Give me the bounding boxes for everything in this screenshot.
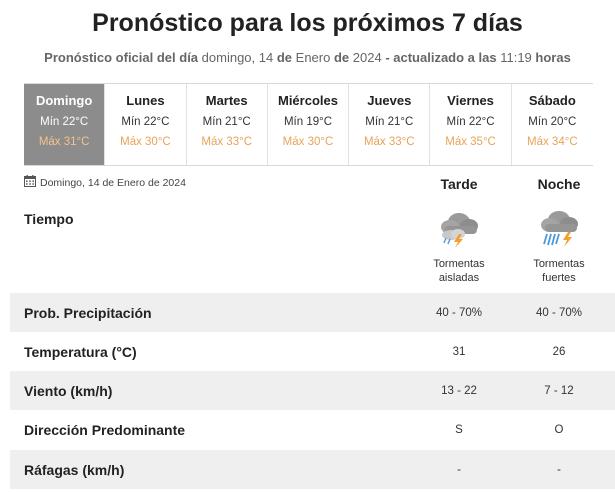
row-precipitacion: Prob. Precipitación 40 - 70% 40 - 70% bbox=[10, 293, 615, 332]
day-name: Miércoles bbox=[277, 93, 338, 108]
day-tab-sabado[interactable]: Sábado Mín 20°C Máx 34°C bbox=[511, 84, 593, 165]
value-tarde: 40 - 70% bbox=[435, 306, 483, 319]
row-viento: Viento (km/h) 13 - 22 7 - 12 bbox=[10, 371, 615, 410]
calendar-icon bbox=[24, 175, 36, 190]
day-min-temp: Mín 22°C bbox=[121, 116, 170, 128]
day-tab-viernes[interactable]: Viernes Mín 22°C Máx 35°C bbox=[430, 84, 512, 165]
page-title: Pronóstico para los próximos 7 días bbox=[92, 9, 523, 37]
day-name: Jueves bbox=[367, 93, 412, 108]
day-max-temp: Máx 31°C bbox=[38, 136, 90, 148]
subtitle-year: 2024 bbox=[352, 50, 382, 65]
value-tarde: 13 - 22 bbox=[441, 384, 477, 397]
row-label: Ráfagas (km/h) bbox=[24, 461, 125, 478]
day-max-temp: Máx 34°C bbox=[527, 136, 578, 148]
weather-desc-line2: fuertes bbox=[542, 272, 576, 284]
value-noche: 40 - 70% bbox=[535, 306, 583, 319]
weather-desc-line1: Tormentas bbox=[533, 258, 585, 270]
forecast-subtitle: Pronóstico oficial del día domingo, 14 d… bbox=[0, 50, 615, 65]
day-tab-miercoles[interactable]: Miércoles Mín 19°C Máx 30°C bbox=[267, 84, 350, 165]
value-noche: 7 - 12 bbox=[544, 384, 574, 397]
day-name: Viernes bbox=[447, 93, 494, 108]
row-label: Prob. Precipitación bbox=[24, 304, 152, 321]
row-rafagas: Ráfagas (km/h) - - bbox=[10, 450, 615, 489]
tiempo-label: Tiempo bbox=[24, 211, 74, 227]
day-max-temp: Máx 30°C bbox=[282, 136, 334, 148]
weather-desc-line2: aisladas bbox=[438, 272, 480, 284]
subtitle-time: 11:19 bbox=[500, 50, 532, 65]
day-min-temp: Mín 21°C bbox=[365, 116, 414, 128]
subtitle-de-2: de bbox=[333, 50, 350, 65]
storm-cloud-icon bbox=[437, 213, 481, 252]
day-max-temp: Máx 33°C bbox=[363, 136, 415, 148]
day-name: Domingo bbox=[35, 93, 93, 108]
day-name: Sábado bbox=[528, 93, 576, 108]
weather-noche: Tormentas fuertes bbox=[509, 208, 609, 285]
value-tarde: - bbox=[457, 463, 461, 476]
day-name: Lunes bbox=[126, 93, 165, 108]
subtitle-official: Pronóstico oficial del día bbox=[44, 50, 199, 65]
column-header-noche: Noche bbox=[537, 176, 581, 192]
heavy-storm-rain-icon bbox=[537, 211, 581, 252]
value-noche: 26 bbox=[552, 345, 566, 358]
day-tab-jueves[interactable]: Jueves Mín 21°C Máx 33°C bbox=[349, 84, 431, 165]
row-label: Temperatura (°C) bbox=[24, 343, 137, 360]
row-temperatura: Temperatura (°C) 31 26 bbox=[10, 332, 615, 371]
day-min-temp: Mín 22°C bbox=[40, 116, 89, 128]
selected-date: Domingo, 14 de Enero de 2024 bbox=[24, 175, 186, 190]
weather-desc-line1: Tormentas bbox=[433, 258, 485, 270]
day-tab-martes[interactable]: Martes Mín 21°C Máx 33°C bbox=[186, 84, 268, 165]
day-tab-lunes[interactable]: Lunes Mín 22°C Máx 30°C bbox=[105, 84, 187, 165]
day-max-temp: Máx 35°C bbox=[445, 136, 496, 148]
subtitle-month: Enero bbox=[295, 50, 331, 65]
value-tarde: 31 bbox=[452, 345, 466, 358]
value-tarde: S bbox=[455, 423, 463, 436]
day-min-temp: Mín 20°C bbox=[528, 116, 577, 128]
row-direccion: Dirección Predominante S O bbox=[10, 410, 615, 449]
value-noche: O bbox=[554, 423, 564, 436]
subtitle-date-day: domingo, 14 bbox=[201, 50, 274, 65]
day-name: Martes bbox=[205, 93, 248, 108]
column-header-tarde: Tarde bbox=[440, 176, 478, 192]
subtitle-updated: - actualizado a las bbox=[385, 50, 497, 65]
row-label: Dirección Predominante bbox=[24, 421, 186, 438]
weather-tarde: Tormentas aisladas bbox=[409, 208, 509, 285]
row-label: Viento (km/h) bbox=[24, 382, 113, 399]
day-min-temp: Mín 22°C bbox=[446, 116, 495, 128]
value-noche: - bbox=[557, 463, 561, 476]
day-tabs: Domingo Mín 22°C Máx 31°C Lunes Mín 22°C… bbox=[24, 83, 593, 166]
subtitle-de-1: de bbox=[276, 50, 293, 65]
day-min-temp: Mín 19°C bbox=[283, 116, 333, 128]
day-tab-domingo[interactable]: Domingo Mín 22°C Máx 31°C bbox=[24, 84, 106, 165]
day-max-temp: Máx 30°C bbox=[120, 136, 171, 148]
subtitle-hours: horas bbox=[535, 50, 571, 65]
day-min-temp: Mín 21°C bbox=[202, 116, 251, 128]
day-max-temp: Máx 33°C bbox=[201, 136, 253, 148]
selected-date-text: Domingo, 14 de Enero de 2024 bbox=[40, 176, 186, 189]
